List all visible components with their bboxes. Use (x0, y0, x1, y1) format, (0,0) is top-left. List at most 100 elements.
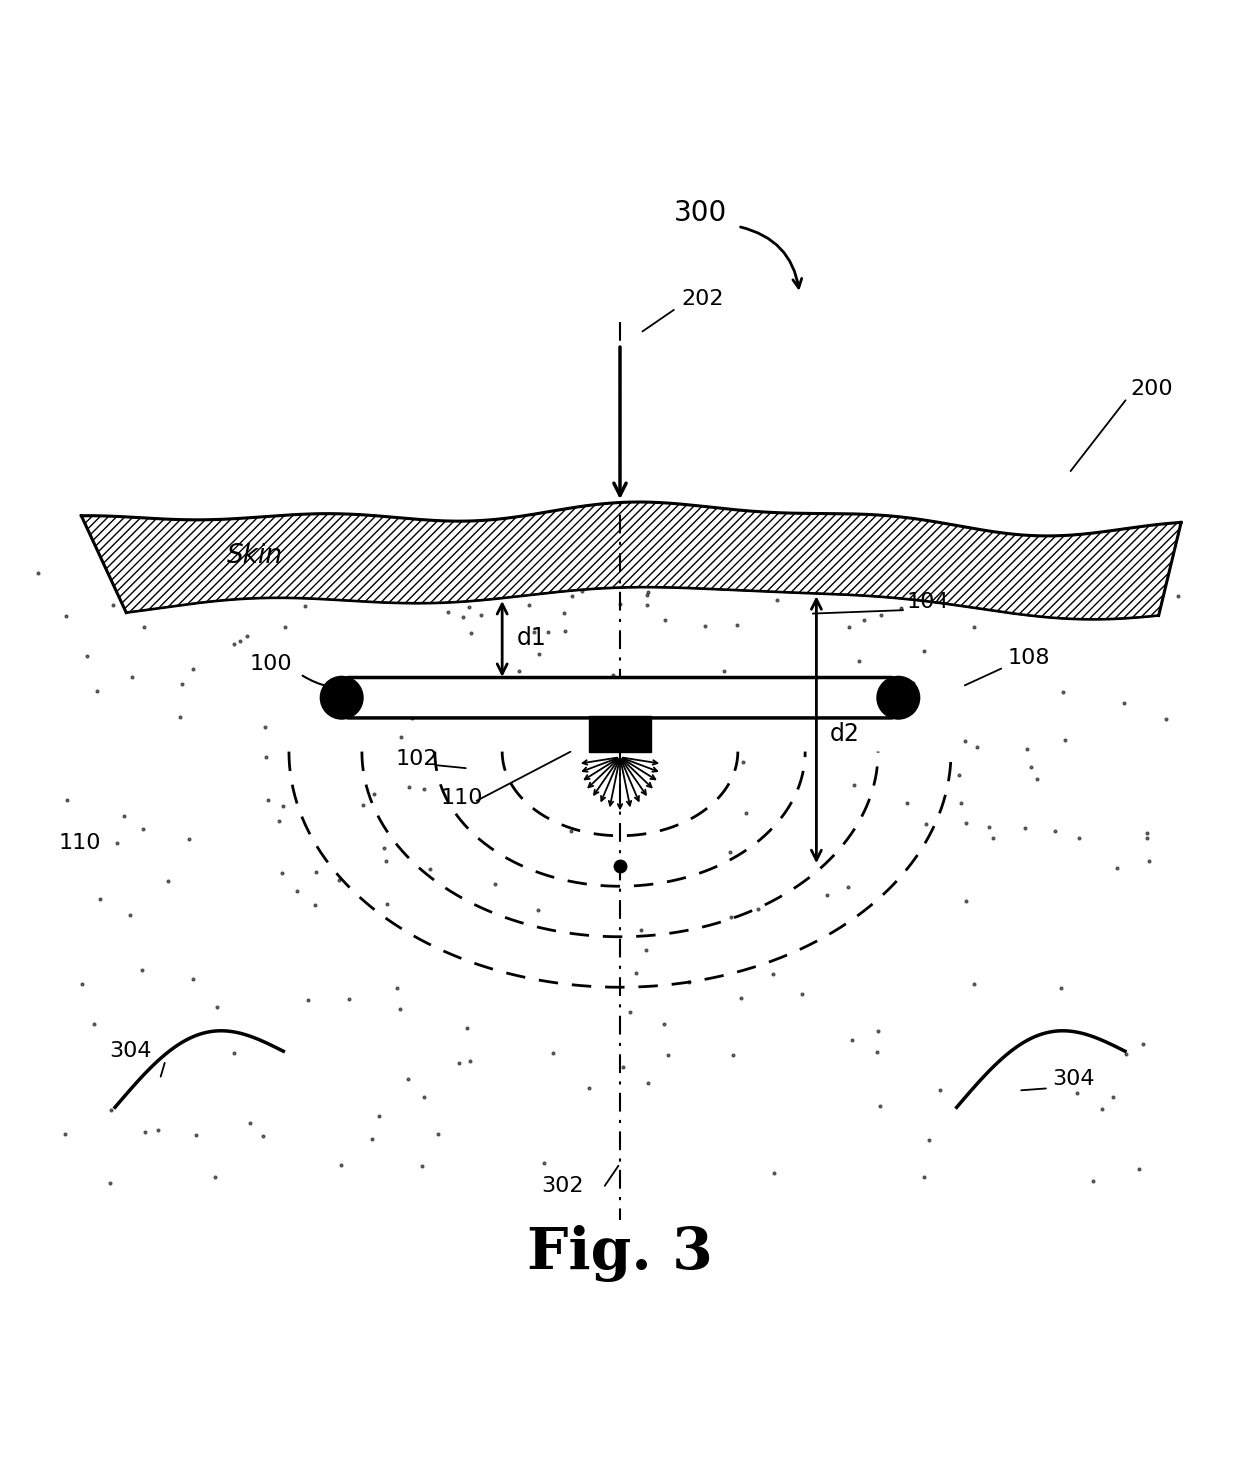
Text: 110: 110 (440, 789, 482, 808)
Point (584, 565, 604, 588)
Point (655, 609, 675, 632)
Point (362, 1128, 382, 1151)
Point (639, 579, 658, 603)
FancyBboxPatch shape (346, 678, 894, 718)
Point (605, 681, 625, 705)
Point (133, 958, 153, 982)
Point (714, 659, 734, 682)
Point (694, 615, 714, 638)
Point (428, 1122, 448, 1145)
Point (538, 621, 558, 644)
Point (331, 1154, 351, 1178)
Point (613, 1055, 632, 1079)
Point (241, 1111, 260, 1135)
Point (206, 1164, 226, 1188)
Point (667, 572, 687, 595)
Point (1104, 1085, 1123, 1108)
Point (237, 624, 257, 647)
Point (172, 672, 192, 696)
Point (838, 876, 858, 899)
Point (258, 787, 278, 811)
Point (398, 1067, 418, 1091)
Point (275, 615, 295, 638)
Point (579, 1076, 599, 1100)
Point (915, 812, 935, 836)
Point (1157, 708, 1177, 731)
Point (184, 967, 203, 991)
Point (170, 705, 190, 728)
Point (1054, 728, 1074, 752)
Point (1069, 825, 1089, 849)
Point (485, 873, 505, 896)
Point (439, 600, 459, 624)
Point (288, 880, 308, 904)
Point (1116, 1042, 1136, 1066)
Point (459, 595, 479, 619)
Point (420, 856, 440, 880)
Point (110, 560, 130, 584)
Point (543, 1041, 563, 1064)
Point (520, 593, 539, 616)
Point (91, 887, 110, 911)
Point (980, 815, 999, 839)
Point (414, 1086, 434, 1110)
Point (412, 1154, 432, 1178)
Point (764, 1160, 784, 1184)
Point (792, 982, 812, 1005)
Point (99, 1172, 119, 1195)
Point (391, 725, 410, 749)
Point (919, 1128, 939, 1151)
Point (760, 691, 780, 715)
Point (854, 609, 874, 632)
Point (454, 606, 474, 629)
Ellipse shape (320, 677, 363, 719)
Point (820, 567, 839, 591)
Point (460, 1049, 480, 1073)
Point (967, 736, 987, 759)
Point (253, 1125, 273, 1148)
Point (842, 1029, 862, 1052)
Point (399, 775, 419, 799)
Point (458, 1017, 477, 1041)
Point (1068, 1080, 1087, 1104)
Point (114, 805, 134, 828)
Point (56, 604, 76, 628)
Point (573, 579, 593, 603)
Text: 108: 108 (1007, 649, 1050, 668)
Point (556, 619, 575, 643)
Point (508, 569, 528, 593)
Point (1085, 573, 1105, 597)
Point (611, 559, 631, 582)
Point (620, 999, 640, 1023)
Point (376, 849, 396, 873)
Point (636, 939, 656, 963)
Text: d2: d2 (830, 722, 859, 746)
Point (77, 644, 97, 668)
Point (340, 988, 360, 1011)
Point (471, 603, 491, 626)
Point (955, 730, 975, 753)
Point (1014, 817, 1034, 840)
Point (1089, 591, 1109, 615)
Text: 110: 110 (58, 833, 102, 853)
Point (207, 995, 227, 1019)
Point (1044, 820, 1064, 843)
Point (122, 666, 141, 690)
Point (374, 836, 394, 859)
Point (562, 584, 582, 607)
Point (1114, 603, 1133, 626)
Point (405, 697, 425, 721)
Point (224, 632, 244, 656)
Point (1130, 1157, 1149, 1181)
Point (133, 817, 153, 840)
Point (57, 789, 77, 812)
Point (897, 792, 916, 815)
Point (179, 827, 198, 850)
Point (766, 588, 786, 612)
Point (149, 1119, 169, 1142)
Text: 102: 102 (396, 749, 438, 769)
Point (1107, 856, 1127, 880)
Point (533, 1151, 553, 1175)
Point (186, 1123, 206, 1147)
Text: 200: 200 (1131, 379, 1173, 399)
